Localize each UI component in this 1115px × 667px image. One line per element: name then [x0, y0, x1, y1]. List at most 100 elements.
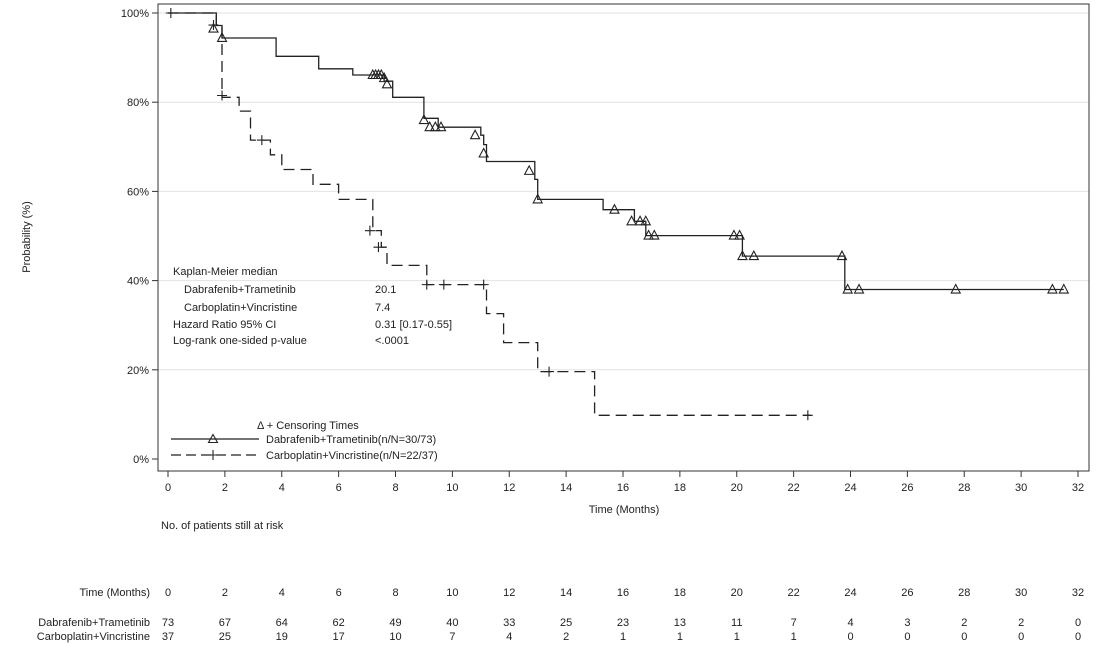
censor-triangle: [478, 147, 490, 158]
risk-count-cell: 33: [503, 617, 515, 629]
survival-curves: [168, 12, 1064, 416]
risk-count-cell: 0: [1075, 617, 1081, 629]
risk-time-cell: 30: [1015, 587, 1027, 599]
censor-triangle: [378, 71, 390, 83]
risk-count-cell: 1: [734, 631, 740, 643]
risk-time-cell: 12: [503, 587, 515, 599]
x-tick-label: 30: [1015, 482, 1027, 494]
risk-count-cell: 49: [389, 617, 401, 629]
x-tick-label: 26: [901, 482, 913, 494]
y-tick-label: 20%: [127, 365, 149, 377]
risk-count-cell: 2: [961, 617, 967, 629]
risk-count-cell: 0: [961, 631, 967, 643]
legend-title: Δ + Censoring Times: [257, 420, 359, 432]
censor-triangle: [435, 121, 447, 132]
risk-count-cell: 62: [333, 617, 345, 629]
censor-plus: [438, 279, 449, 290]
censor-triangle: [208, 22, 219, 33]
censor-plus: [544, 366, 555, 377]
risk-count-cell: 3: [904, 617, 910, 629]
risk-time-cell: 16: [617, 587, 629, 599]
x-tick-label: 16: [617, 482, 629, 494]
risk-time-cell: 18: [674, 587, 686, 599]
risk-count-cell: 2: [563, 631, 569, 643]
censor-triangle: [950, 283, 962, 294]
risk-time-cell: 0: [165, 587, 171, 599]
risk-time-cell: 24: [844, 587, 856, 599]
x-tick-label: 28: [958, 482, 970, 494]
x-tick-label: 14: [560, 482, 572, 494]
risk-count-cell: 7: [791, 617, 797, 629]
censor-triangle: [532, 193, 544, 204]
censor-triangle: [728, 229, 740, 240]
risk-time-cell: 2: [222, 587, 228, 599]
x-tick-label: 8: [392, 482, 398, 494]
censor-triangle: [424, 121, 436, 132]
x-tick-label: 2: [222, 482, 228, 494]
x-axis: 0 2 4 6 8 10 12 14 16 18 20 22 24 26 28 30 32: [165, 471, 1084, 494]
censor-triangle: [734, 229, 746, 240]
censor-triangle: [648, 229, 660, 240]
plot-frame: [157, 3, 1090, 472]
y-tick-label: 0%: [133, 454, 149, 466]
censor-plus: [421, 279, 432, 290]
risk-time-cell: 6: [336, 587, 342, 599]
censor-plus: [373, 242, 384, 253]
risk-count-cell: 37: [162, 631, 174, 643]
censor-triangle: [842, 283, 854, 294]
censor-plus: [208, 20, 219, 31]
censor-triangle: [609, 203, 620, 214]
x-tick-label: 20: [731, 482, 743, 494]
censor-triangle: [1046, 283, 1058, 294]
x-tick-label: 24: [844, 482, 856, 494]
risk-count-cell: 23: [617, 617, 629, 629]
risk-time-cell: 10: [446, 587, 458, 599]
risk-row-label-cv: Carboplatin+Vincristine: [37, 631, 150, 643]
risk-count-cell: 11: [731, 617, 742, 629]
risk-count-cell: 13: [674, 617, 686, 629]
censor-triangle: [640, 215, 652, 226]
y-tick-label: 40%: [127, 276, 149, 288]
censor-triangle: [523, 164, 535, 175]
censor-triangle: [737, 249, 748, 261]
censor-triangle: [853, 283, 865, 294]
legend-triangle-icon: [207, 433, 219, 444]
risk-row-label-dt: Dabrafenib+Trametinib: [38, 617, 150, 629]
risk-count-cell: 19: [276, 631, 288, 643]
x-tick-label: 4: [279, 482, 285, 494]
y-tick-label: 100%: [121, 8, 149, 20]
legend-plus-icon: [208, 450, 218, 460]
x-tick-label: 6: [336, 482, 342, 494]
stats-value-hr: 0.31 [0.17-0.55]: [375, 319, 452, 331]
risk-table: Time (Months) Dabrafenib+Trametinib Carb…: [37, 587, 1084, 643]
y-axis-label: Probability (%): [21, 201, 33, 273]
stats-header: Kaplan-Meier median: [173, 266, 278, 278]
risk-count-cell: 1: [677, 631, 683, 643]
stats-label-dt: Dabrafenib+Trametinib: [184, 284, 296, 296]
grid-lines: [158, 12, 1089, 371]
risk-count-cell: 0: [1075, 631, 1081, 643]
censor-triangle: [836, 249, 848, 261]
risk-count-cell: 25: [560, 617, 572, 629]
x-tick-label: 22: [788, 482, 800, 494]
censor-triangle: [748, 249, 760, 261]
risk-count-cell: 4: [506, 631, 512, 643]
risk-count-cell: 25: [219, 631, 231, 643]
risk-time-cell: 20: [731, 587, 743, 599]
censor-triangle: [626, 215, 637, 226]
risk-count-cell: 1: [791, 631, 797, 643]
legend-entry-dt: Dabrafenib+Trametinib(n/N=30/73): [266, 434, 436, 446]
censor-triangle: [381, 78, 393, 89]
stats-box: Kaplan-Meier median Dabrafenib+Trametini…: [173, 266, 452, 347]
censor-plus: [217, 90, 228, 101]
risk-count-cell: 17: [333, 631, 345, 643]
risk-count-cell: 0: [847, 631, 853, 643]
censor-plus: [478, 279, 489, 290]
x-tick-label: 12: [503, 482, 515, 494]
stats-value-cv: 7.4: [375, 302, 390, 314]
risk-count-cell: 64: [276, 617, 288, 629]
risk-count-cell: 67: [219, 617, 231, 629]
x-tick-label: 32: [1072, 482, 1084, 494]
risk-count-cell: 40: [446, 617, 458, 629]
